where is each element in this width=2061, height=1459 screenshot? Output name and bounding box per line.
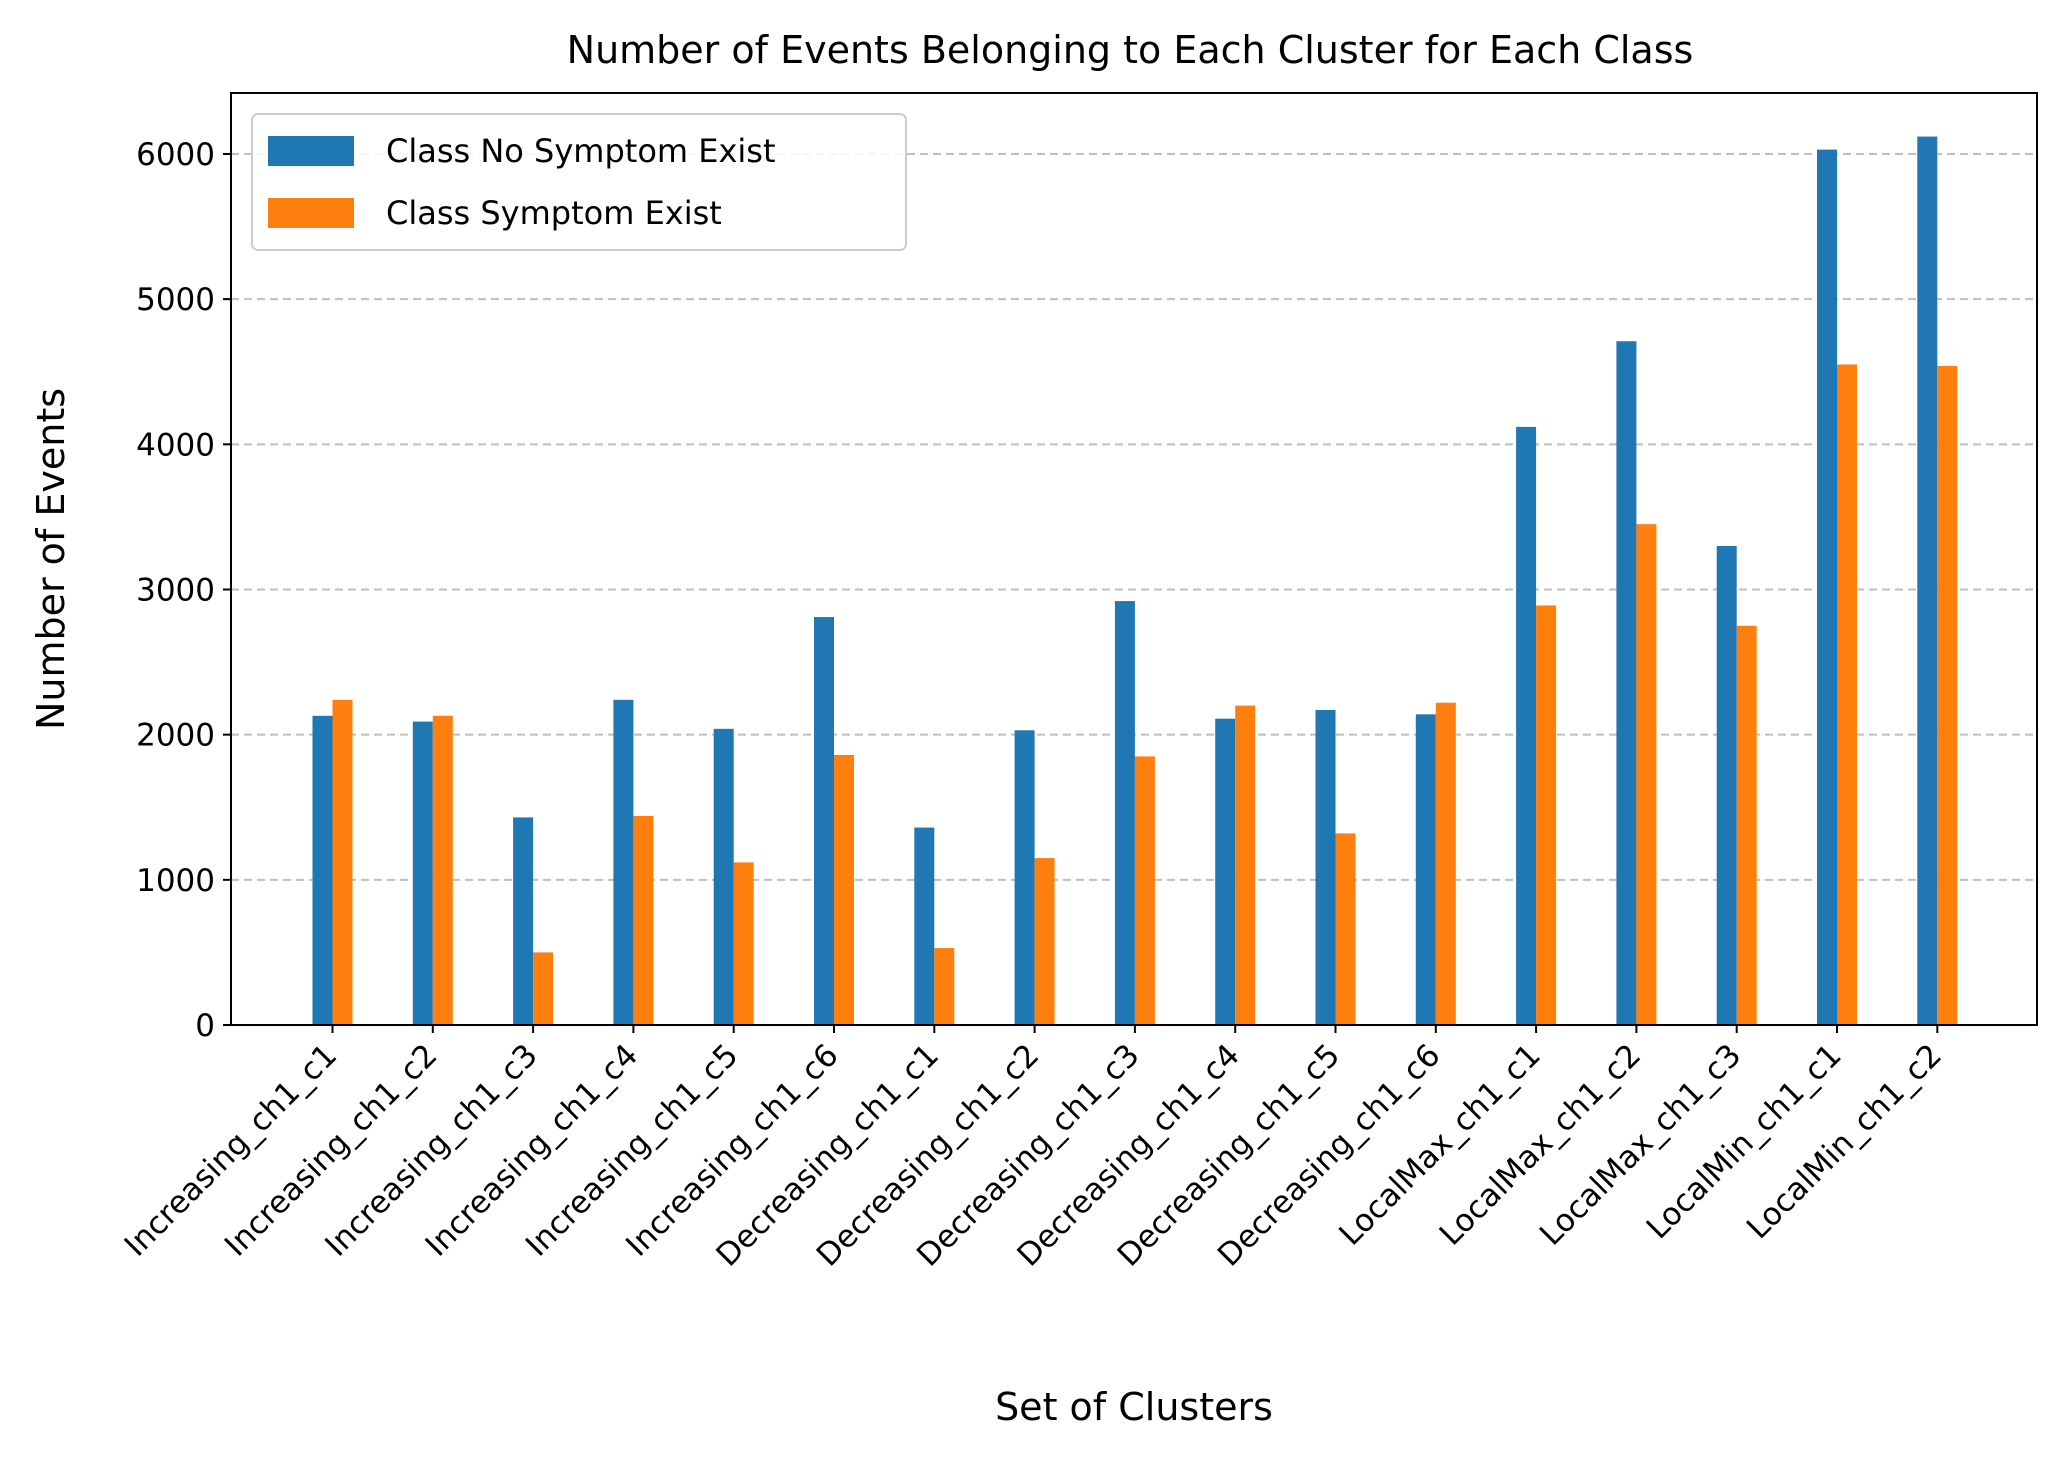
bar-no-symptom [713, 728, 734, 1025]
y-tick-label: 2000 [136, 718, 215, 754]
bar-no-symptom [1817, 149, 1837, 1025]
legend: Class No Symptom Exist Class Symptom Exi… [251, 113, 907, 251]
y-tick-label: 6000 [136, 137, 215, 173]
bar-symptom [332, 699, 353, 1025]
x-axis-ticks: Increasing_ch1_c1Increasing_ch1_c2Increa… [118, 1025, 1949, 1274]
bar-no-symptom [1114, 601, 1135, 1025]
bar-no-symptom [513, 817, 534, 1025]
bar-symptom [533, 952, 554, 1025]
bar-no-symptom [1415, 714, 1436, 1025]
x-axis-label: Set of Clusters [995, 1385, 1273, 1429]
bar-no-symptom [1917, 136, 1938, 1026]
bar-symptom [1636, 524, 1657, 1025]
bar-no-symptom [814, 617, 834, 1025]
bar-no-symptom [412, 721, 433, 1025]
bar-symptom [1736, 625, 1757, 1025]
y-tick-label: 0 [195, 1008, 215, 1044]
chart-title: Number of Events Belonging to Each Clust… [567, 28, 1694, 72]
bar-symptom [633, 815, 654, 1025]
bar-no-symptom [1516, 426, 1537, 1026]
bar-symptom [834, 754, 854, 1025]
bar-no-symptom [312, 715, 333, 1025]
x-tick-label: LocalMin_ch1_c1 [1640, 1037, 1849, 1246]
bar-no-symptom [1315, 709, 1336, 1025]
bar-symptom [432, 715, 453, 1025]
bar-symptom [1134, 756, 1155, 1025]
bar-symptom [733, 862, 754, 1025]
bar-symptom [934, 948, 955, 1025]
legend-frame [251, 113, 907, 251]
legend-swatch-symptom [268, 198, 354, 228]
y-axis-label: Number of Events [29, 388, 73, 730]
y-axis-ticks: 0 1000 2000 3000 4000 5000 6000 [136, 137, 231, 1044]
bar-no-symptom [1616, 341, 1637, 1025]
y-tick-label: 4000 [136, 427, 215, 463]
bar-no-symptom [613, 699, 634, 1025]
legend-swatch-no-symptom [268, 136, 354, 166]
bar-symptom [1034, 858, 1055, 1025]
y-tick-label: 5000 [136, 282, 215, 318]
bar-symptom [1536, 605, 1557, 1025]
x-tick-label: LocalMin_ch1_c2 [1740, 1037, 1949, 1246]
bar-no-symptom [914, 827, 935, 1025]
bar-no-symptom [1215, 718, 1236, 1025]
bar-no-symptom [1014, 730, 1035, 1025]
bars [312, 136, 1958, 1026]
legend-label-no-symptom: Class No Symptom Exist [386, 132, 776, 170]
bar-symptom [1435, 702, 1456, 1025]
bar-symptom [1235, 705, 1256, 1025]
bar-symptom [1937, 365, 1958, 1025]
y-tick-label: 3000 [136, 572, 215, 608]
legend-label-symptom: Class Symptom Exist [386, 194, 722, 232]
bar-no-symptom [1716, 545, 1737, 1025]
bar-symptom [1837, 364, 1857, 1025]
bar-symptom [1335, 833, 1356, 1025]
y-tick-label: 1000 [136, 863, 215, 899]
